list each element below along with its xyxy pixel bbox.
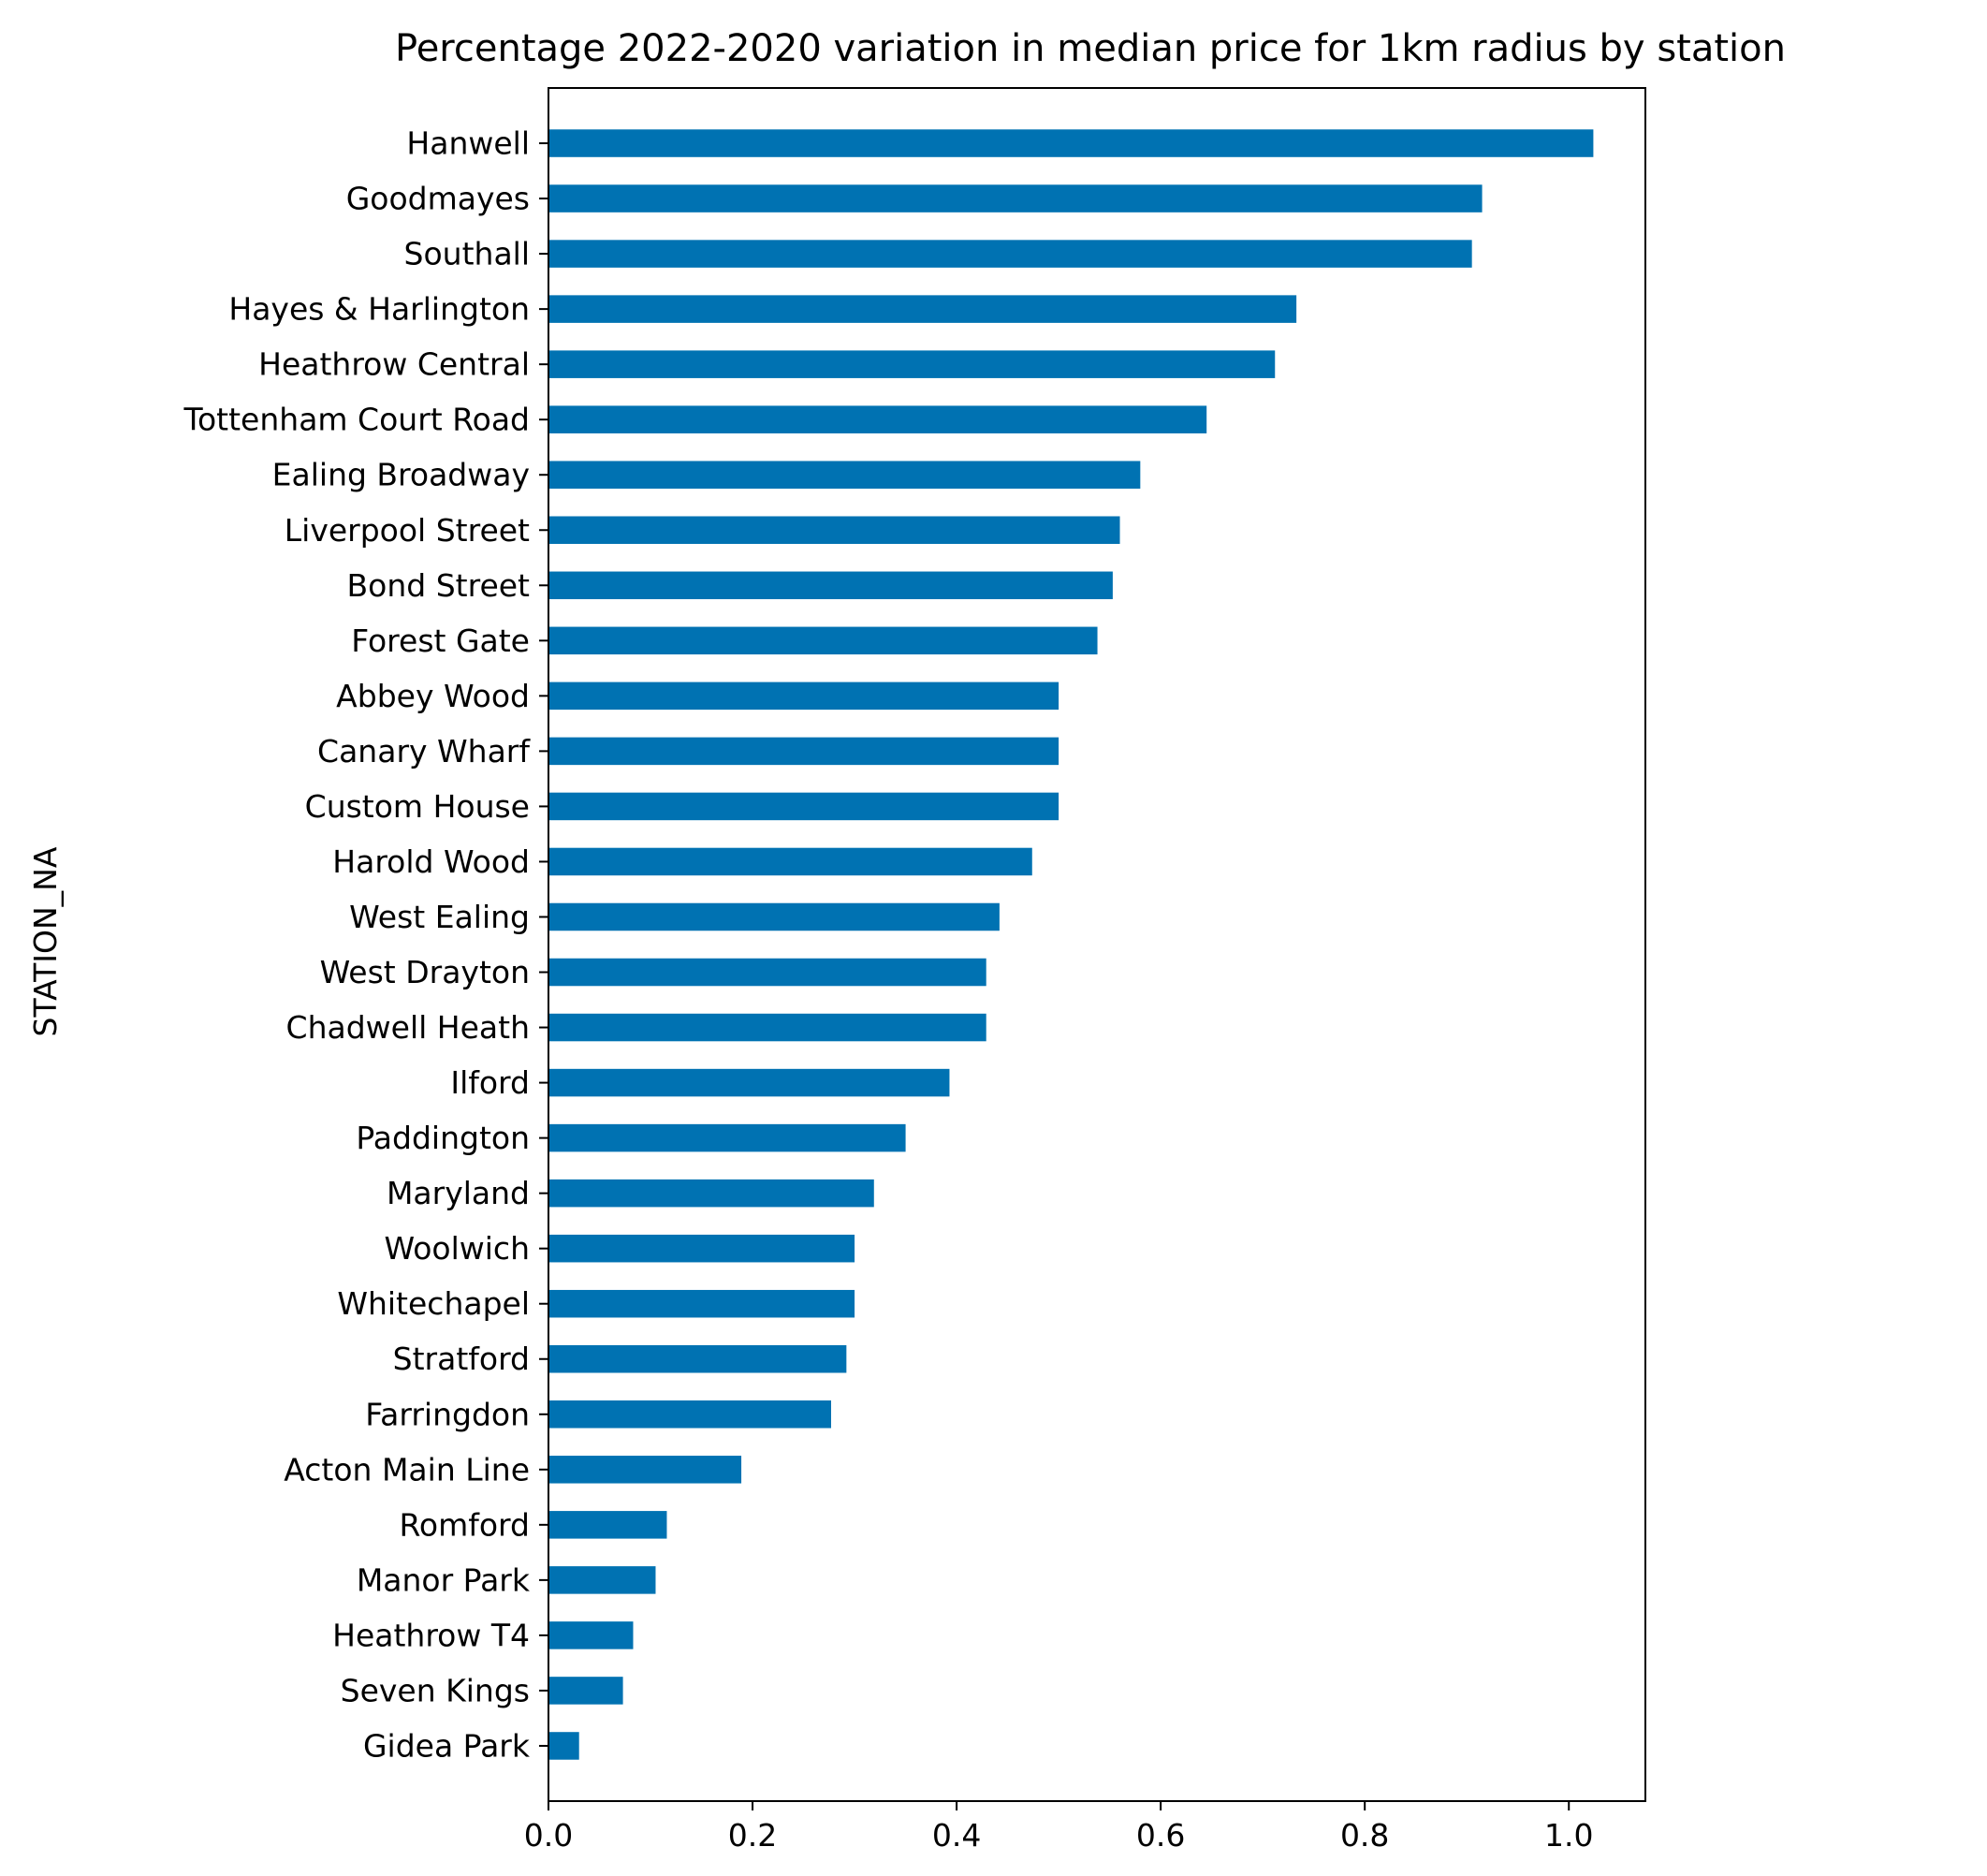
y-tick-label: Ilford <box>450 1064 530 1101</box>
bar <box>548 1013 986 1042</box>
y-tick-label: Stratford <box>393 1341 530 1377</box>
y-tick-label: Forest Gate <box>351 623 530 659</box>
y-tick-label: Farringdon <box>365 1396 530 1432</box>
x-tick-label: 0.8 <box>1340 1817 1389 1854</box>
bar <box>548 902 1000 931</box>
bar <box>548 1566 656 1594</box>
y-tick-label: Hanwell <box>406 125 530 162</box>
bar <box>548 1400 831 1429</box>
y-tick-label: Custom House <box>305 788 530 825</box>
bar <box>548 184 1483 213</box>
plot-frame <box>548 87 1646 1802</box>
x-tick-label: 0.4 <box>932 1817 981 1854</box>
bar <box>548 1677 623 1705</box>
bar <box>548 737 1059 766</box>
y-ticks-group: Hanwell Goodmayes Southall Hayes & Harlingt… <box>183 125 548 1764</box>
y-tick-label: Manor Park <box>357 1561 531 1598</box>
bar <box>548 1179 874 1208</box>
bar <box>548 405 1207 433</box>
bar <box>548 626 1098 655</box>
bar <box>548 516 1120 545</box>
y-tick-label: Gidea Park <box>363 1727 531 1764</box>
bars-group <box>548 129 1594 1760</box>
x-tick-label: 0.2 <box>728 1817 777 1854</box>
bar <box>548 958 986 987</box>
bar <box>548 682 1059 711</box>
bar <box>548 1344 847 1373</box>
y-tick-label: Seven Kings <box>341 1672 530 1708</box>
bar <box>548 1511 667 1539</box>
bar <box>548 1732 579 1760</box>
x-tick-label: 0.0 <box>524 1817 573 1854</box>
y-tick-label: Hayes & Harlington <box>228 291 530 328</box>
x-tick-label: 0.6 <box>1136 1817 1185 1854</box>
bar <box>548 1621 634 1649</box>
y-tick-label: Heathrow Central <box>258 346 530 383</box>
bar <box>548 1456 742 1484</box>
x-ticks-group: 0.0 0.2 0.4 0.6 0.8 1.0 <box>524 1801 1593 1854</box>
y-tick-label: Acton Main Line <box>284 1451 530 1488</box>
y-tick-label: Goodmayes <box>346 181 530 217</box>
y-tick-label: Romford <box>399 1506 530 1543</box>
y-tick-label: Abbey Wood <box>336 678 530 714</box>
bar <box>548 1068 950 1097</box>
y-tick-label: Maryland <box>387 1175 530 1211</box>
x-tick-label: 1.0 <box>1544 1817 1593 1854</box>
y-tick-label: Liverpool Street <box>285 512 530 549</box>
y-tick-label: Southall <box>404 236 530 272</box>
y-tick-label: Tottenham Court Road <box>183 402 530 438</box>
bar <box>548 1234 855 1263</box>
y-axis-label: STATION_NA <box>27 846 64 1036</box>
y-tick-label: West Drayton <box>320 954 530 990</box>
y-tick-label: Whitechapel <box>337 1285 530 1322</box>
bar <box>548 350 1276 378</box>
y-tick-label: Heathrow T4 <box>332 1617 530 1653</box>
bar <box>548 1123 906 1152</box>
bar <box>548 240 1472 268</box>
bar <box>548 129 1594 157</box>
bar <box>548 792 1059 821</box>
y-tick-label: Woolwich <box>385 1230 530 1267</box>
y-tick-label: Bond Street <box>347 567 531 604</box>
y-tick-label: Harold Wood <box>332 843 530 880</box>
y-tick-label: West Ealing <box>349 899 530 935</box>
bar <box>548 847 1032 876</box>
chart-title: Percentage 2022-2020 variation in median… <box>395 27 1786 70</box>
y-tick-label: Canary Wharf <box>317 733 531 769</box>
bar <box>548 295 1297 323</box>
y-tick-label: Paddington <box>356 1120 530 1156</box>
bar <box>548 461 1141 489</box>
y-tick-label: Ealing Broadway <box>272 457 530 493</box>
bar <box>548 1289 855 1318</box>
y-tick-label: Chadwell Heath <box>286 1009 530 1046</box>
bar <box>548 571 1113 600</box>
